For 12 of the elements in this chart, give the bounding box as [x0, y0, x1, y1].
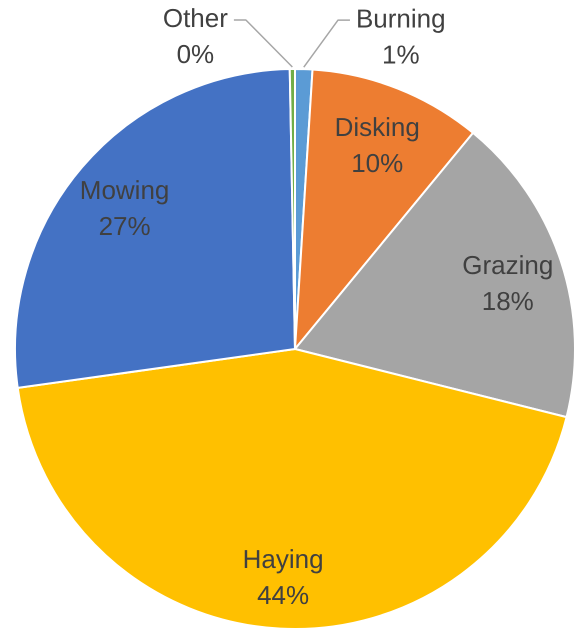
data-label: 18% [482, 286, 534, 316]
slice-label: Disking [334, 112, 420, 142]
data-label: 27% [98, 210, 151, 241]
slice-label: Mowing [80, 174, 170, 205]
slice-label: Other [162, 3, 228, 34]
data-label: 1% [382, 39, 420, 70]
slice-label: Haying [242, 544, 324, 574]
slice-label: Burning [356, 3, 446, 34]
data-label: 10% [351, 148, 404, 178]
slice-label: Grazing [462, 250, 554, 280]
data-label: 0% [176, 39, 214, 70]
data-label: 44% [257, 580, 310, 610]
